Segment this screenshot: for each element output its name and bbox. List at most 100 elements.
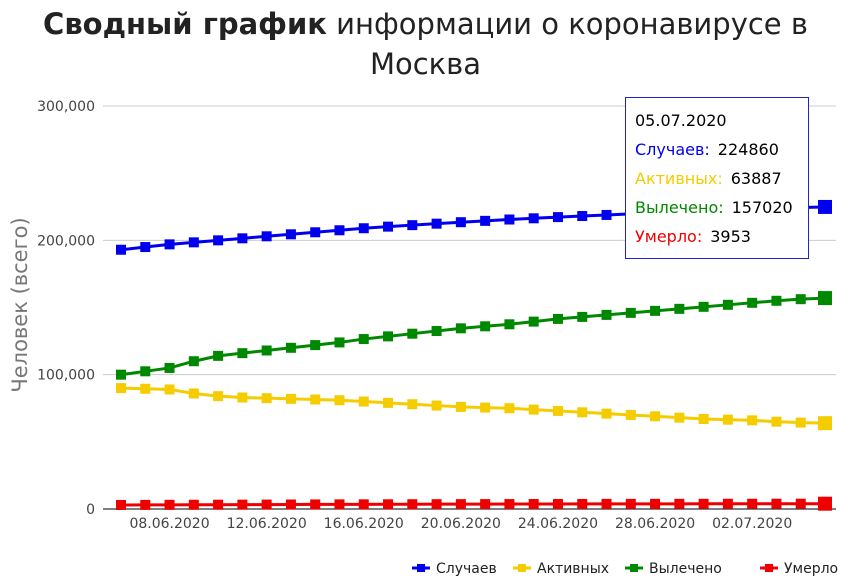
- data-point[interactable]: [213, 350, 224, 361]
- data-point[interactable]: [480, 321, 491, 332]
- data-point[interactable]: [140, 499, 151, 510]
- data-point[interactable]: [358, 396, 369, 407]
- data-point[interactable]: [528, 213, 539, 224]
- data-point[interactable]: [601, 498, 612, 509]
- data-point[interactable]: [674, 412, 685, 423]
- data-point[interactable]: [383, 221, 394, 232]
- data-point[interactable]: [188, 499, 199, 510]
- data-point[interactable]: [334, 337, 345, 348]
- data-point[interactable]: [650, 411, 661, 422]
- data-point[interactable]: [747, 498, 758, 509]
- data-point[interactable]: [310, 499, 321, 510]
- data-point[interactable]: [261, 345, 272, 356]
- data-point[interactable]: [431, 499, 442, 510]
- data-point[interactable]: [213, 391, 224, 402]
- data-point[interactable]: [116, 244, 126, 255]
- data-point[interactable]: [504, 214, 515, 225]
- data-point[interactable]: [818, 199, 832, 214]
- data-point[interactable]: [407, 499, 418, 510]
- data-point[interactable]: [674, 303, 685, 314]
- data-point[interactable]: [116, 383, 126, 394]
- data-point[interactable]: [334, 225, 345, 236]
- data-point[interactable]: [577, 311, 588, 322]
- data-point[interactable]: [722, 414, 733, 425]
- data-point[interactable]: [577, 407, 588, 418]
- data-point[interactable]: [334, 499, 345, 510]
- data-point[interactable]: [601, 408, 612, 419]
- data-point[interactable]: [358, 499, 369, 510]
- data-point[interactable]: [188, 237, 199, 248]
- data-point[interactable]: [213, 235, 224, 246]
- data-point[interactable]: [116, 369, 126, 380]
- data-point[interactable]: [407, 220, 418, 231]
- data-point[interactable]: [625, 307, 636, 318]
- data-point[interactable]: [722, 299, 733, 310]
- data-point[interactable]: [601, 309, 612, 320]
- data-point[interactable]: [285, 499, 296, 510]
- data-point[interactable]: [164, 499, 175, 510]
- data-point[interactable]: [795, 498, 806, 509]
- data-point[interactable]: [164, 384, 175, 395]
- data-point[interactable]: [164, 362, 175, 373]
- data-point[interactable]: [140, 383, 151, 394]
- data-point[interactable]: [818, 496, 832, 511]
- data-point[interactable]: [140, 242, 151, 253]
- data-point[interactable]: [771, 295, 782, 306]
- data-point[interactable]: [552, 405, 563, 416]
- data-point[interactable]: [358, 334, 369, 345]
- data-point[interactable]: [285, 393, 296, 404]
- data-point[interactable]: [213, 499, 224, 510]
- data-point[interactable]: [577, 211, 588, 222]
- data-point[interactable]: [261, 231, 272, 242]
- data-point[interactable]: [795, 417, 806, 428]
- data-point[interactable]: [528, 316, 539, 327]
- data-point[interactable]: [383, 331, 394, 342]
- data-point[interactable]: [140, 366, 151, 377]
- data-point[interactable]: [383, 397, 394, 408]
- data-point[interactable]: [431, 400, 442, 411]
- data-point[interactable]: [455, 401, 466, 412]
- data-point[interactable]: [698, 413, 709, 424]
- data-point[interactable]: [237, 499, 248, 510]
- data-point[interactable]: [674, 498, 685, 509]
- data-point[interactable]: [698, 301, 709, 312]
- data-point[interactable]: [285, 342, 296, 353]
- data-point[interactable]: [747, 297, 758, 308]
- data-point[interactable]: [625, 409, 636, 420]
- legend-item[interactable]: Вылечено: [625, 561, 722, 577]
- data-point[interactable]: [771, 498, 782, 509]
- data-point[interactable]: [480, 215, 491, 226]
- data-point[interactable]: [116, 499, 126, 510]
- data-point[interactable]: [504, 319, 515, 330]
- data-point[interactable]: [237, 348, 248, 359]
- data-point[interactable]: [795, 294, 806, 305]
- data-point[interactable]: [261, 393, 272, 404]
- data-point[interactable]: [383, 499, 394, 510]
- data-point[interactable]: [528, 404, 539, 415]
- data-point[interactable]: [285, 229, 296, 240]
- data-point[interactable]: [650, 305, 661, 316]
- data-point[interactable]: [650, 498, 661, 509]
- data-point[interactable]: [358, 223, 369, 234]
- data-point[interactable]: [455, 323, 466, 334]
- data-point[interactable]: [455, 217, 466, 228]
- legend[interactable]: Случаев Активных Вылечено Умерло: [412, 561, 838, 577]
- data-point[interactable]: [310, 340, 321, 351]
- data-point[interactable]: [261, 499, 272, 510]
- data-point[interactable]: [480, 402, 491, 413]
- data-point[interactable]: [188, 356, 199, 367]
- data-point[interactable]: [818, 291, 832, 306]
- data-point[interactable]: [164, 239, 175, 250]
- data-point[interactable]: [334, 395, 345, 406]
- data-point[interactable]: [601, 209, 612, 220]
- legend-item[interactable]: Умерло: [760, 561, 838, 577]
- data-point[interactable]: [407, 399, 418, 410]
- data-point[interactable]: [431, 326, 442, 337]
- data-point[interactable]: [625, 498, 636, 509]
- data-point[interactable]: [431, 218, 442, 229]
- data-point[interactable]: [407, 328, 418, 339]
- data-point[interactable]: [698, 498, 709, 509]
- data-point[interactable]: [237, 392, 248, 403]
- data-point[interactable]: [747, 415, 758, 426]
- data-point[interactable]: [310, 227, 321, 238]
